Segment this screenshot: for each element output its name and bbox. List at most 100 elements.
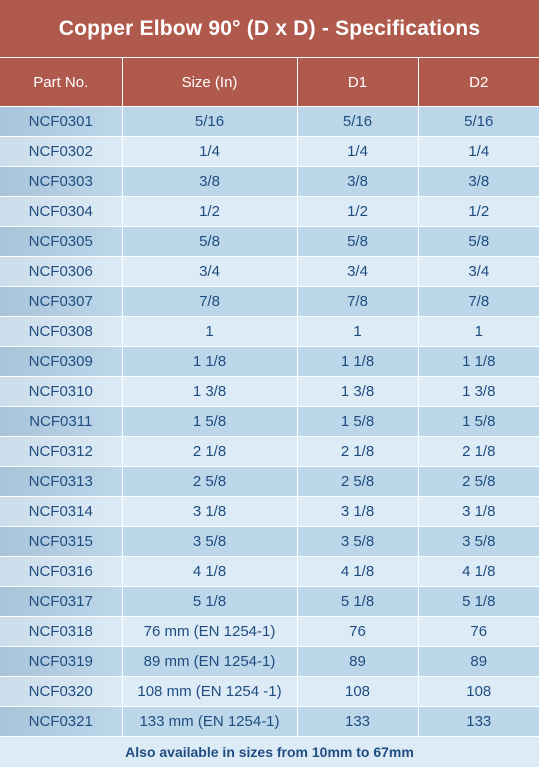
column-header-size: Size (In) (122, 58, 298, 107)
column-header-d1: D1 (297, 58, 419, 107)
cell-d2: 2 5/8 (418, 466, 539, 497)
cell-part-no: NCF0301 (0, 106, 123, 137)
cell-d1: 108 (297, 676, 419, 707)
cell-d1: 89 (297, 646, 419, 677)
spec-table: Part No. Size (In) D1 D2 NCF0301 5/16 5/16… (0, 58, 539, 737)
cell-size: 1 (122, 316, 298, 347)
cell-part-no: NCF0321 (0, 706, 123, 737)
cell-size: 5/16 (122, 106, 298, 137)
table-row: NCF0310 1 3/8 1 3/8 1 3/8 (0, 376, 539, 407)
cell-size: 133 mm (EN 1254-1) (122, 706, 298, 737)
cell-d2: 76 (418, 616, 539, 647)
cell-d2: 1 3/8 (418, 376, 539, 407)
table-row: NCF0317 5 1/8 5 1/8 5 1/8 (0, 586, 539, 617)
cell-d2: 1/4 (418, 136, 539, 167)
table-row: NCF0308 1 1 1 (0, 316, 539, 347)
cell-size: 2 5/8 (122, 466, 298, 497)
cell-part-no: NCF0320 (0, 676, 123, 707)
table-row: NCF0315 3 5/8 3 5/8 3 5/8 (0, 526, 539, 557)
cell-size: 3/8 (122, 166, 298, 197)
table-row: NCF0320 108 mm (EN 1254 -1) 108 108 (0, 676, 539, 707)
cell-size: 76 mm (EN 1254-1) (122, 616, 298, 647)
cell-size: 3/4 (122, 256, 298, 287)
cell-d1: 3 1/8 (297, 496, 419, 527)
header-row: Part No. Size (In) D1 D2 (0, 58, 539, 107)
table-row: NCF0313 2 5/8 2 5/8 2 5/8 (0, 466, 539, 497)
cell-d1: 2 1/8 (297, 436, 419, 467)
table-row: NCF0307 7/8 7/8 7/8 (0, 286, 539, 317)
cell-d2: 1/2 (418, 196, 539, 227)
cell-d1: 133 (297, 706, 419, 737)
table-row: NCF0302 1/4 1/4 1/4 (0, 136, 539, 167)
table-row: NCF0301 5/16 5/16 5/16 (0, 106, 539, 137)
cell-part-no: NCF0319 (0, 646, 123, 677)
cell-d1: 1/4 (297, 136, 419, 167)
table-row: NCF0309 1 1/8 1 1/8 1 1/8 (0, 346, 539, 377)
cell-part-no: NCF0309 (0, 346, 123, 377)
table-row: NCF0303 3/8 3/8 3/8 (0, 166, 539, 197)
cell-d2: 3 1/8 (418, 496, 539, 527)
cell-d1: 5/8 (297, 226, 419, 257)
table-row: NCF0306 3/4 3/4 3/4 (0, 256, 539, 287)
cell-d2: 89 (418, 646, 539, 677)
cell-size: 3 5/8 (122, 526, 298, 557)
cell-size: 108 mm (EN 1254 -1) (122, 676, 298, 707)
cell-part-no: NCF0317 (0, 586, 123, 617)
cell-d2: 5 1/8 (418, 586, 539, 617)
cell-d1: 1 (297, 316, 419, 347)
cell-size: 5/8 (122, 226, 298, 257)
table-row: NCF0305 5/8 5/8 5/8 (0, 226, 539, 257)
cell-d1: 1 3/8 (297, 376, 419, 407)
cell-part-no: NCF0308 (0, 316, 123, 347)
table-row: NCF0304 1/2 1/2 1/2 (0, 196, 539, 227)
cell-part-no: NCF0311 (0, 406, 123, 437)
cell-d1: 76 (297, 616, 419, 647)
cell-size: 1 1/8 (122, 346, 298, 377)
cell-part-no: NCF0310 (0, 376, 123, 407)
cell-d1: 7/8 (297, 286, 419, 317)
cell-d2: 3/8 (418, 166, 539, 197)
cell-d1: 5/16 (297, 106, 419, 137)
footer-note: Also available in sizes from 10mm to 67m… (0, 737, 539, 767)
cell-d1: 5 1/8 (297, 586, 419, 617)
cell-d2: 108 (418, 676, 539, 707)
cell-size: 89 mm (EN 1254-1) (122, 646, 298, 677)
cell-d2: 4 1/8 (418, 556, 539, 587)
cell-d1: 1/2 (297, 196, 419, 227)
cell-size: 2 1/8 (122, 436, 298, 467)
cell-d1: 3/8 (297, 166, 419, 197)
table-row: NCF0319 89 mm (EN 1254-1) 89 89 (0, 646, 539, 677)
cell-size: 3 1/8 (122, 496, 298, 527)
cell-d2: 3 5/8 (418, 526, 539, 557)
table-title: Copper Elbow 90° (D x D) - Specification… (0, 0, 539, 58)
column-header-part-no: Part No. (0, 58, 123, 107)
cell-d1: 1 5/8 (297, 406, 419, 437)
cell-d2: 5/16 (418, 106, 539, 137)
cell-d2: 1 (418, 316, 539, 347)
cell-part-no: NCF0307 (0, 286, 123, 317)
cell-part-no: NCF0314 (0, 496, 123, 527)
cell-d1: 4 1/8 (297, 556, 419, 587)
cell-part-no: NCF0316 (0, 556, 123, 587)
cell-d2: 2 1/8 (418, 436, 539, 467)
cell-size: 5 1/8 (122, 586, 298, 617)
table-row: NCF0312 2 1/8 2 1/8 2 1/8 (0, 436, 539, 467)
cell-d2: 1 1/8 (418, 346, 539, 377)
cell-size: 1/4 (122, 136, 298, 167)
table-row: NCF0314 3 1/8 3 1/8 3 1/8 (0, 496, 539, 527)
cell-part-no: NCF0312 (0, 436, 123, 467)
table-body: NCF0301 5/16 5/16 5/16 NCF0302 1/4 1/4 1/4 NCF03… (0, 106, 539, 737)
cell-part-no: NCF0306 (0, 256, 123, 287)
cell-d1: 1 1/8 (297, 346, 419, 377)
table-row: NCF0318 76 mm (EN 1254-1) 76 76 (0, 616, 539, 647)
cell-part-no: NCF0315 (0, 526, 123, 557)
cell-size: 7/8 (122, 286, 298, 317)
cell-part-no: NCF0302 (0, 136, 123, 167)
cell-size: 1 5/8 (122, 406, 298, 437)
table-row: NCF0321 133 mm (EN 1254-1) 133 133 (0, 706, 539, 737)
table-row: NCF0316 4 1/8 4 1/8 4 1/8 (0, 556, 539, 587)
cell-d2: 133 (418, 706, 539, 737)
cell-size: 1/2 (122, 196, 298, 227)
cell-d1: 3 5/8 (297, 526, 419, 557)
